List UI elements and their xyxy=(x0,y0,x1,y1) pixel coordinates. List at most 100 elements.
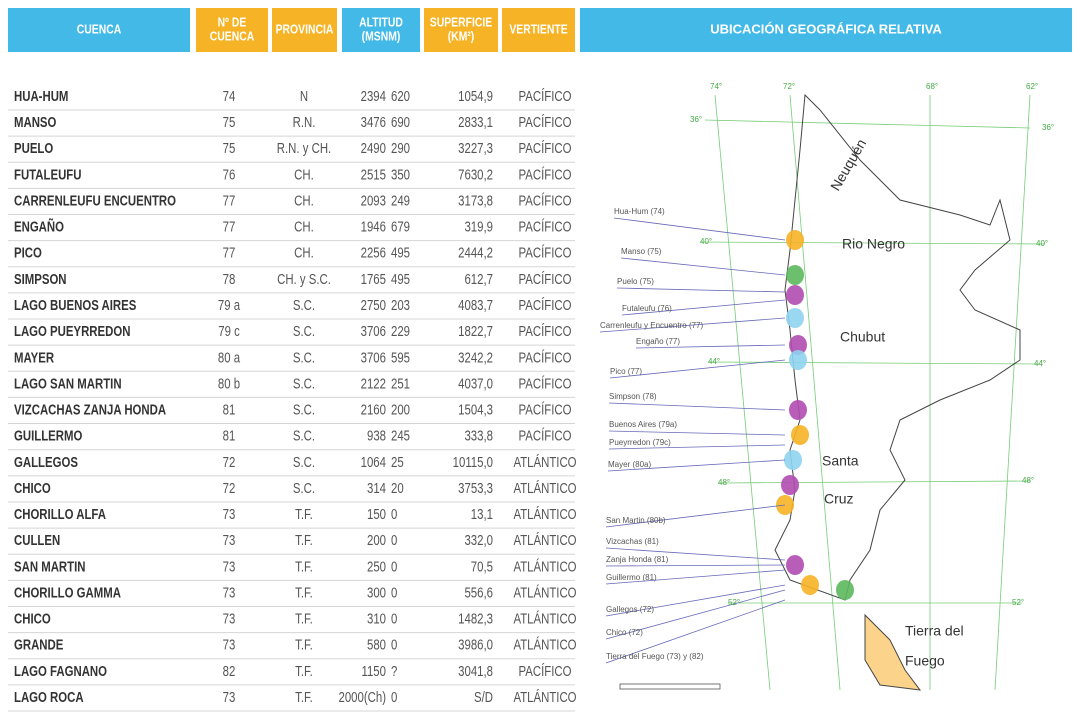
map-label: Tierra del Fuego (73) y (82) xyxy=(606,652,704,661)
grid-label: 48° xyxy=(718,478,730,487)
cell: 73 xyxy=(223,506,236,523)
basin xyxy=(789,350,807,370)
cell: CH. xyxy=(294,218,314,235)
map-label: Vizcachas (81) xyxy=(606,537,659,546)
cell: S.C. xyxy=(293,323,315,340)
cell: LAGO BUENOS AIRES xyxy=(14,296,136,313)
map-label: Pueyrredon (79c) xyxy=(609,438,671,447)
cell: S.C. xyxy=(293,296,315,313)
cell: 79 c xyxy=(218,323,240,340)
cell: PACÍFICO xyxy=(519,662,572,679)
cell: FUTALEUFU xyxy=(14,166,81,183)
cell: 3173,8 xyxy=(458,192,493,209)
cell: S.C. xyxy=(293,479,315,496)
leader-line xyxy=(621,299,786,316)
cell: CHORILLO GAMMA xyxy=(14,584,121,601)
cell: S.C. xyxy=(293,375,315,392)
leader-line xyxy=(607,459,786,472)
cell: 251 xyxy=(391,375,410,392)
cell: 73 xyxy=(223,636,236,653)
cell: PACÍFICO xyxy=(519,401,572,418)
region-label: Cruz xyxy=(824,491,854,507)
cell: 2160 xyxy=(361,401,386,418)
cell: CULLEN xyxy=(14,532,60,549)
header-label: SUPERFICIE xyxy=(430,15,493,29)
cell: ATLÁNTICO xyxy=(513,532,576,549)
grid-label: 62° xyxy=(1026,82,1038,91)
cell: 300 xyxy=(367,584,386,601)
cell: PACÍFICO xyxy=(519,349,572,366)
cell: ATLÁNTICO xyxy=(513,479,576,496)
cell: ATLÁNTICO xyxy=(513,610,576,627)
cell: 77 xyxy=(223,244,236,261)
grid-line xyxy=(789,94,841,691)
map-label: Carrenleufu y Encuentro (77) xyxy=(600,321,704,330)
header-label: (KM²) xyxy=(448,29,475,43)
cell: S/D xyxy=(474,688,493,705)
cell: 690 xyxy=(391,114,410,131)
cell: 3476 xyxy=(361,114,386,131)
region-label: Santa xyxy=(822,453,859,469)
basin xyxy=(786,555,804,575)
cell: 3706 xyxy=(361,323,386,340)
cell: SIMPSON xyxy=(14,270,67,287)
header-label: UBICACIÓN GEOGRÁFICA RELATIVA xyxy=(710,21,942,36)
cell: 0 xyxy=(391,636,397,653)
cell: 81 xyxy=(223,401,236,418)
cell: 76 xyxy=(223,166,236,183)
cell: PACÍFICO xyxy=(519,427,572,444)
cell: 2833,1 xyxy=(458,114,493,131)
basin xyxy=(789,400,807,420)
map-label: Pico (77) xyxy=(610,367,642,376)
cell: 200 xyxy=(367,532,386,549)
basin xyxy=(786,230,804,250)
basin xyxy=(801,575,819,595)
cell: 80 a xyxy=(218,349,241,366)
cell: ? xyxy=(391,662,397,679)
map-label: Guillermo (81) xyxy=(606,573,657,582)
cell: 1482,3 xyxy=(458,610,493,627)
cell: 3986,0 xyxy=(458,636,493,653)
basin xyxy=(789,335,807,355)
cell: 249 xyxy=(391,192,410,209)
cell: T.F. xyxy=(295,636,313,653)
header-label: PROVINCIA xyxy=(276,22,334,36)
cell: GALLEGOS xyxy=(14,453,78,470)
header-cell xyxy=(8,8,190,52)
cell: 75 xyxy=(223,114,236,131)
header-cell xyxy=(272,8,337,52)
cell: VIZCACHAS ZANJA HONDA xyxy=(14,401,166,418)
header-cell xyxy=(424,8,498,52)
header-label: CUENCA xyxy=(210,29,255,43)
cell: 595 xyxy=(391,349,410,366)
cell: CH. xyxy=(294,244,314,261)
leader-line xyxy=(616,287,786,293)
cell: 1150 xyxy=(361,662,386,679)
leader-line xyxy=(605,564,786,567)
cell: 25 xyxy=(391,453,404,470)
cell: 73 xyxy=(223,584,236,601)
header-label: Nº DE xyxy=(218,15,247,29)
cell: 314 xyxy=(367,479,387,496)
cell: 319,9 xyxy=(464,218,493,235)
cell: 77 xyxy=(223,218,236,235)
cell: S.C. xyxy=(293,427,315,444)
leader-line xyxy=(605,547,786,561)
header-label: CUENCA xyxy=(77,22,122,36)
region-label: Fuego xyxy=(905,653,945,669)
cell: ENGAÑO xyxy=(14,218,64,235)
cell: HUA-HUM xyxy=(14,87,68,104)
cell: 612,7 xyxy=(464,270,493,287)
grid-label: 44° xyxy=(708,357,720,366)
cell: 332,0 xyxy=(464,532,493,549)
cell: 229 xyxy=(391,323,410,340)
cell: T.F. xyxy=(295,662,313,679)
cell: 0 xyxy=(391,688,397,705)
cell: GRANDE xyxy=(14,636,63,653)
cell: 2394 xyxy=(361,87,387,104)
cell: PACÍFICO xyxy=(519,296,572,313)
cell: 2444,2 xyxy=(458,244,493,261)
basin xyxy=(791,425,809,445)
scale-bar xyxy=(619,683,721,690)
